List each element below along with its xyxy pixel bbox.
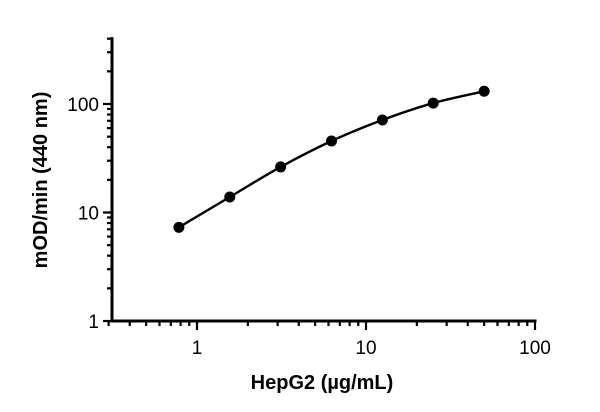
data-point [173,221,185,233]
x-tick-label: 100 [519,338,551,359]
data-point [224,191,236,203]
y-tick-label: 100 [67,95,99,116]
data-point [326,135,338,147]
data-point [275,161,287,173]
x-axis: 1 10 100 [107,319,551,359]
y-axis: 1 10 100 [67,37,114,333]
x-tick-label: 10 [355,338,376,359]
x-tick-label: 1 [192,338,203,359]
data-point [376,114,388,126]
data-point [478,85,490,97]
plot-area [173,85,490,233]
y-axis-title: mOD/min (440 nm) [30,92,52,269]
y-tick-label: 1 [88,312,99,333]
fit-curve [178,90,485,229]
x-axis-title: HepG2 (µg/mL) [251,372,394,394]
data-point [427,97,439,109]
y-tick-label: 10 [78,204,99,225]
